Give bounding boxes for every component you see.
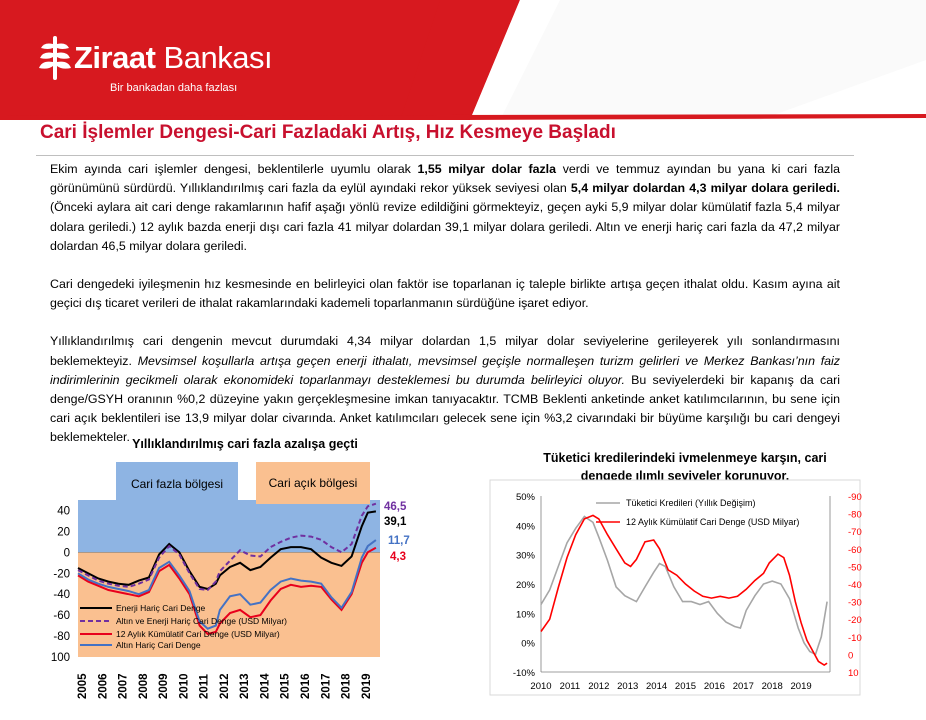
chart1-title: Yıllıklandırılmış cari fazla azalışa geç… [132, 437, 358, 451]
chart2-title: Tüketici kredilerindeki ivmelenmeye karş… [543, 451, 827, 483]
page-title: Cari İşlemler Dengesi-Cari Fazladaki Art… [40, 122, 616, 143]
x-tick-label: 2010 [178, 673, 190, 699]
x-tick-label: 2007 [118, 673, 130, 699]
x-tick-label: 2006 [97, 673, 109, 699]
x-tick-label: 2013 [239, 673, 251, 699]
bank-logo: Ziraat Bankası Bir bankadan daha fazlası [36, 36, 336, 106]
y-tick-label: -60 [53, 610, 70, 622]
paragraph-1: Ekim ayında cari işlemler dengesi, bekle… [50, 162, 840, 253]
surplus-label-box [116, 462, 238, 504]
right-panel-bg [400, 300, 926, 720]
header-decor [400, 0, 926, 120]
wheat-icon [39, 36, 71, 80]
deficit-region [78, 552, 380, 657]
y-tick-label: 20 [57, 526, 70, 538]
legend-label: Altın ve Enerji Hariç Cari Denge (USD Mi… [116, 616, 287, 626]
header-ribbon [0, 114, 926, 120]
series-line-0 [77, 510, 377, 591]
bank-tagline: Bir bankadan daha fazlası [110, 82, 238, 94]
title-divider [36, 155, 854, 156]
x-tick-label: 2008 [138, 673, 150, 699]
paragraph-3: Yıllıklandırılmış cari dengenin mevcut d… [50, 334, 840, 445]
y-tick-label: 0 [64, 547, 70, 559]
x-tick-label: 2014 [259, 673, 271, 699]
x-tick-label: 2018 [341, 673, 353, 699]
series-line-2 [77, 546, 377, 636]
x-tick-label: 2019 [361, 673, 373, 699]
legend-label: Enerji Hariç Cari Denge [116, 603, 206, 613]
surplus-region [78, 500, 380, 553]
y-tick-label: 100 [51, 652, 70, 664]
x-tick-label: 2012 [219, 673, 231, 699]
x-tick-label: 2016 [300, 673, 312, 699]
header-red-panel [0, 0, 440, 120]
x-tick-label: 2005 [77, 673, 89, 699]
surplus-label: Cari fazla bölgesi [131, 477, 223, 491]
deficit-label-box [256, 462, 370, 504]
article-body: Ekim ayında cari işlemler dengesi, bekle… [50, 160, 840, 448]
y-tick-label: -80 [53, 631, 70, 643]
series-line-1 [77, 502, 377, 592]
x-tick-label: 2017 [320, 673, 332, 699]
bank-name: Ziraat Bankası [74, 40, 273, 75]
header: Ziraat Bankası Bir bankadan daha fazlası [0, 0, 926, 120]
x-tick-label: 2015 [280, 673, 292, 699]
x-tick-label: 2011 [199, 673, 211, 699]
legend-label: 12 Aylık Kümülatif Cari Denge (USD Milya… [116, 629, 280, 639]
x-tick-label: 2009 [158, 673, 170, 699]
paragraph-2: Cari dengedeki iyileşmenin hız kesmesind… [50, 277, 840, 311]
deficit-label: Cari açık bölgesi [269, 476, 358, 490]
y-tick-label: -40 [53, 589, 70, 601]
y-tick-label: -20 [53, 568, 70, 580]
legend-label: Altın Hariç Cari Denge [116, 640, 201, 650]
series-line-3 [77, 539, 377, 630]
y-tick-label: 40 [57, 505, 70, 517]
